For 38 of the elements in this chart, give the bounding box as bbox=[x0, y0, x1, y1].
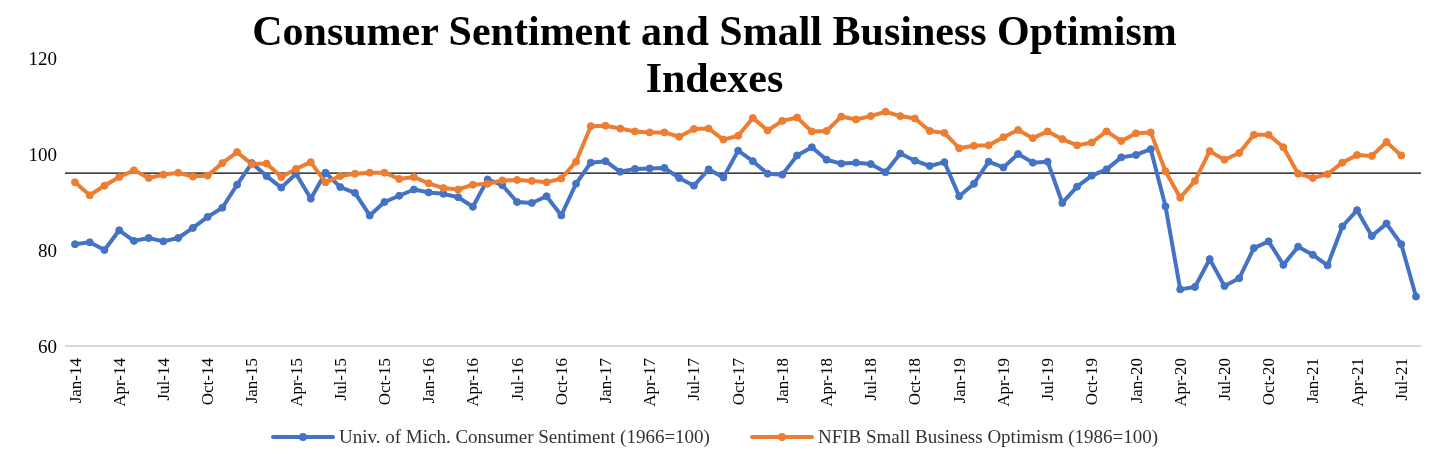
x-tick-label: Jan-17 bbox=[596, 357, 616, 404]
x-tick-label: Jul-19 bbox=[1038, 358, 1058, 401]
legend-label: Univ. of Mich. Consumer Sentiment (1966=100) bbox=[337, 426, 710, 448]
x-tick-label: Oct-15 bbox=[374, 358, 394, 406]
x-tick-label: Jul-18 bbox=[861, 358, 881, 401]
x-tick-label: Oct-18 bbox=[905, 358, 925, 406]
x-tick-label: Apr-17 bbox=[640, 357, 660, 407]
x-tick-label: Apr-18 bbox=[817, 358, 837, 407]
x-tick-label: Apr-16 bbox=[463, 358, 483, 407]
x-tick-label: Jan-18 bbox=[772, 358, 792, 404]
y-tick-label: 80 bbox=[38, 239, 57, 261]
x-tick-label: Oct-17 bbox=[728, 357, 748, 406]
x-tick-label: Jan-19 bbox=[949, 358, 969, 404]
x-tick-label: Jan-16 bbox=[419, 358, 439, 404]
x-tick-label: Apr-14 bbox=[109, 357, 129, 407]
x-tick-label: Jul-17 bbox=[684, 357, 704, 401]
x-tick-label: Apr-15 bbox=[286, 358, 306, 407]
y-tick-label: 100 bbox=[28, 143, 57, 165]
x-tick-label: Oct-20 bbox=[1259, 358, 1279, 406]
x-tick-label: Oct-19 bbox=[1082, 358, 1102, 406]
legend-label: NFIB Small Business Optimism (1986=100) bbox=[816, 426, 1159, 448]
x-tick-label: Jan-21 bbox=[1303, 358, 1323, 404]
y-tick-label: 120 bbox=[28, 47, 57, 69]
x-tick-label: Jan-20 bbox=[1126, 358, 1146, 404]
x-tick-label: Jul-15 bbox=[330, 358, 350, 401]
x-tick-label: Jan-15 bbox=[242, 358, 262, 404]
y-tick-label: 60 bbox=[38, 335, 57, 357]
x-tick-label: Jul-16 bbox=[507, 358, 527, 401]
x-tick-label: Apr-19 bbox=[993, 358, 1013, 407]
x-tick-label: Jan-14 bbox=[65, 357, 85, 404]
x-tick-label: Jul-14 bbox=[153, 357, 173, 401]
x-tick-label: Jul-21 bbox=[1391, 358, 1411, 401]
x-tick-label: Jul-20 bbox=[1214, 358, 1234, 401]
chart-title: Consumer Sentiment and Small Business Optimism Indexes bbox=[251, 8, 1178, 102]
x-tick-label: Oct-16 bbox=[551, 358, 571, 406]
x-tick-label: Oct-14 bbox=[198, 357, 218, 406]
x-tick-label: Apr-21 bbox=[1347, 358, 1367, 407]
x-tick-label: Apr-20 bbox=[1170, 358, 1190, 407]
